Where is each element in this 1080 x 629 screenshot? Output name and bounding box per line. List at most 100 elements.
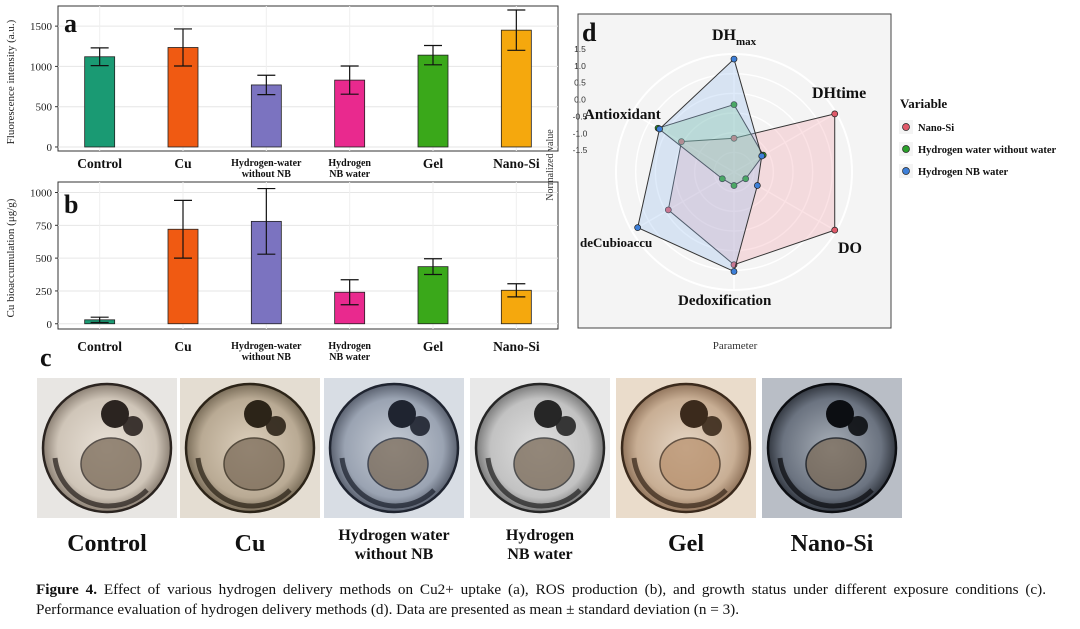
radar-point [831, 226, 839, 234]
radar-point [664, 206, 672, 214]
a-xtick-label-line: Hydrogen-water [231, 158, 302, 169]
caption-label: Figure 4. [36, 581, 98, 598]
b-xtick-label-line: Cu [174, 339, 192, 354]
a-xtick-label-line: Control [77, 156, 122, 171]
b-bar [417, 266, 449, 325]
a-xtick-label-line: Nano-Si [493, 156, 540, 171]
b-xtick-label: Nano-Si [493, 339, 540, 354]
radar-point [831, 110, 839, 118]
radar-legend-label: Hydrogen water without water [918, 145, 1056, 156]
radar-point [730, 101, 738, 108]
panel-a: 0 500 1000 1500 Control Cu Hydrogen-water with… [5, 5, 559, 180]
embryo-tail [777, 457, 874, 509]
b-ytick-label: 1000 [30, 188, 53, 200]
embryo-eye [680, 400, 708, 428]
radar-spoke [733, 171, 837, 232]
radar-axis-do: DO [838, 240, 862, 257]
radar-ylabel: Normalized value [545, 129, 556, 201]
radar-rtick-label: 0.0 [574, 95, 586, 105]
embryo-label: Hydrogen NB water [506, 527, 574, 563]
radar-xlabel: Parameter [713, 340, 758, 352]
embryo-label-line: Hydrogen [506, 527, 574, 544]
panel-b-plot-area [57, 181, 559, 330]
panel-a-label: a [64, 9, 77, 38]
embryo-eye [848, 416, 868, 436]
b-xtick-label-line: Control [77, 339, 122, 354]
a-bar [417, 54, 449, 148]
embryo-eye [123, 416, 143, 436]
radar-point [678, 138, 685, 146]
embryo-yolk [513, 437, 575, 491]
b-xtick-label-line: without NB [242, 352, 292, 363]
embryo-label: Cu [235, 531, 266, 557]
radar-axis-dhmax-main: DH [712, 27, 737, 44]
radar-legend-label: Hydrogen NB water [918, 167, 1009, 178]
embryo-tail [195, 457, 292, 509]
b-ytick-label: 0 [47, 319, 53, 331]
embryo-yolk [367, 437, 429, 491]
embryo-label: Gel [668, 531, 704, 557]
radar-axis-dedoxification: Dedoxification [678, 293, 772, 309]
caption-text: Effect of various hydrogen delivery meth… [36, 581, 1047, 618]
radar-point [634, 224, 641, 231]
radar-point [758, 152, 766, 160]
b-ytick-label: 500 [36, 253, 53, 265]
embryo-label-line: Gel [668, 531, 704, 557]
b-xtick-label: Cu [174, 339, 192, 354]
a-ytick-label: 1500 [30, 21, 53, 33]
a-xtick-label: Nano-Si [493, 156, 540, 171]
b-xtick-label: Control [77, 339, 122, 354]
panel-b-label: b [64, 190, 78, 219]
embryo-yolk [80, 437, 142, 491]
embryo-eye [410, 416, 430, 436]
b-xtick-label: Gel [423, 339, 443, 354]
a-bar [84, 56, 116, 148]
embryo-eye [534, 400, 562, 428]
b-xtick-label: Hydrogen-water without NB [231, 341, 302, 363]
a-ytick-label: 500 [36, 102, 53, 114]
panel-c-label: c [40, 343, 52, 372]
embryo-label: Nano-Si [791, 531, 874, 557]
radar-point [730, 182, 738, 189]
embryo-yolk [223, 437, 285, 491]
b-xtick-label-line: Gel [423, 339, 443, 354]
b-xtick-label-line: Hydrogen-water [231, 341, 302, 352]
embryo-label-line: Nano-Si [791, 531, 874, 557]
embryo-yolk [805, 437, 867, 491]
embryo-yolk [659, 437, 721, 491]
b-ytick-label: 250 [36, 286, 53, 298]
embryo-tail [339, 457, 436, 509]
radar-legend-title: Variable [900, 96, 947, 111]
embryo-label-line: Hydrogen water [338, 527, 449, 544]
radar-rtick-label: 0.5 [574, 78, 586, 88]
a-bar [167, 47, 199, 148]
radar-rtick-label: -1.0 [573, 128, 588, 138]
embryo-label-line: NB water [507, 546, 572, 563]
a-ytick-label: 0 [47, 142, 53, 154]
figure-caption: Figure 4. Effect of various hydrogen del… [36, 580, 1046, 620]
a-xtick-label: Hydrogen NB water [328, 158, 371, 180]
panel-b: 0 250 500 750 1000 Control Cu Hydrogen-water wi… [5, 181, 559, 363]
radar-rtick-label: 1.5 [574, 44, 586, 54]
embryo-tail [52, 457, 149, 509]
panel-d-label: d [582, 18, 597, 47]
embryo-label: Control [67, 531, 147, 557]
embryo-eye [556, 416, 576, 436]
radar-point [730, 134, 738, 142]
a-xtick-label: Gel [423, 156, 443, 171]
radar-axis-antioxidant: Antioxidant [584, 107, 661, 123]
radar-axis-dhtime: DHtime [812, 85, 866, 102]
embryo-eye [388, 400, 416, 428]
embryo-tail [485, 457, 582, 509]
a-xtick-label-line: NB water [329, 169, 370, 180]
radar-point [742, 175, 750, 183]
embryo-eye [702, 416, 722, 436]
b-xtick-label-line: NB water [329, 352, 370, 363]
b-ytick-label: 750 [36, 220, 53, 232]
radar-spoke [733, 112, 837, 173]
radar-legend-marker [902, 167, 910, 175]
radar-axis-dhmax-sub: max [736, 36, 757, 48]
panel-b-ylabel: Cu bioaccumulation (μg/g) [5, 198, 17, 317]
a-ytick-label: 1000 [30, 61, 53, 73]
